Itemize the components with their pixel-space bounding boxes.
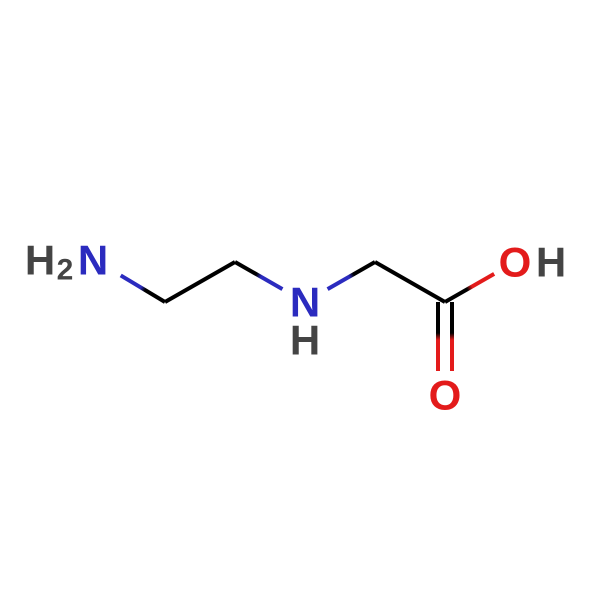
atom-label-N1-2: 2 [57,254,74,287]
atom-label-N1-N: N [78,237,108,284]
atom-label-N1-H: H [25,237,55,284]
molecule-diagram: H2NNHOOH [0,0,600,600]
atom-label-O8-H: H [536,239,566,286]
atom-label-O7-O: O [429,372,462,419]
atom-label-N4-H: H [290,317,320,364]
atom-label-O8-O: O [499,239,532,286]
